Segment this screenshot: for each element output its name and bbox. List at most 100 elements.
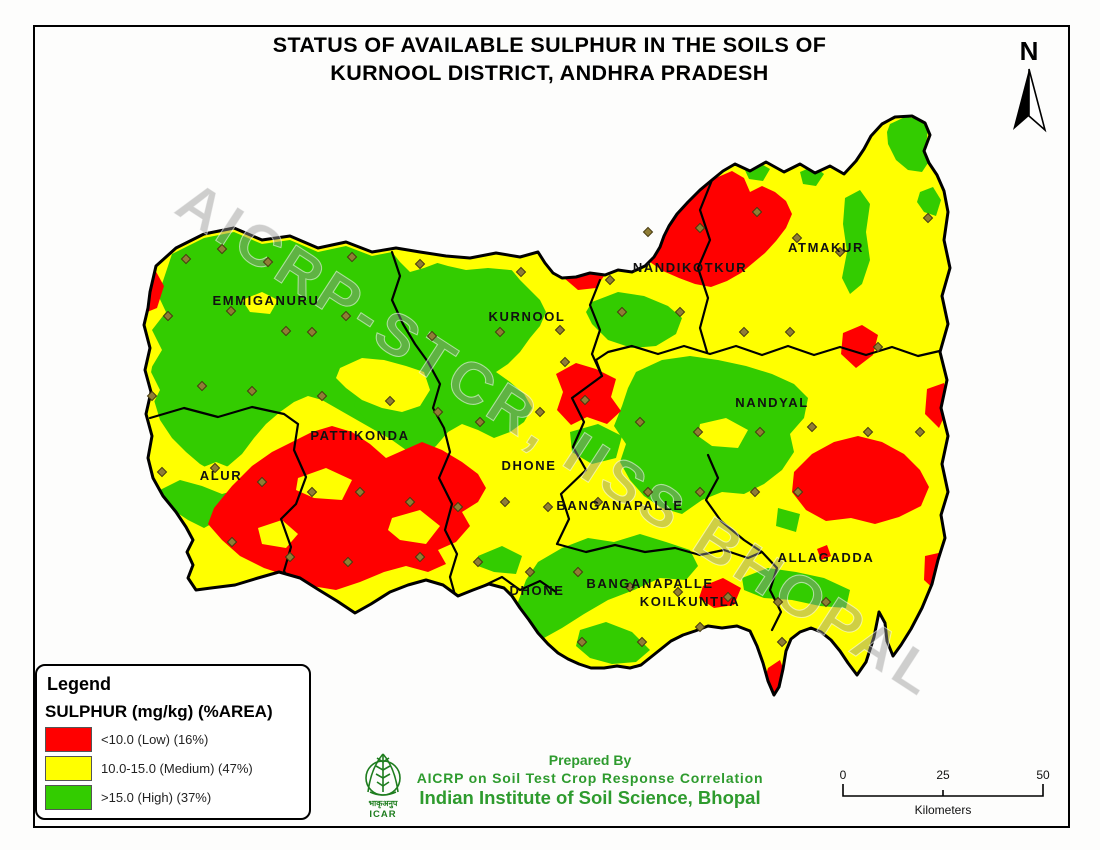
sample-point [474, 416, 486, 428]
icar-logo: भाकृअनुप ICAR [365, 753, 401, 820]
sample-point [694, 222, 706, 234]
sample-point [674, 306, 686, 318]
sample-point [216, 243, 228, 255]
legend-label-high: >15.0 (High) (37%) [101, 790, 212, 805]
sample-point [624, 581, 636, 593]
sample-point [246, 385, 258, 397]
region-label-dhone: DHONE [510, 583, 565, 598]
sample-point [342, 556, 354, 568]
sample-point [340, 310, 352, 322]
sample-point [225, 305, 237, 317]
sample-point [579, 394, 591, 406]
region-label-atmakur: ATMAKUR [788, 240, 864, 255]
sample-point [534, 406, 546, 418]
title-line-2: KURNOOL DISTRICT, ANDHRA PRADESH [330, 60, 769, 85]
sample-point [792, 486, 804, 498]
sample-point [284, 551, 296, 563]
sample-point [146, 390, 158, 402]
sample-point [572, 566, 584, 578]
sample-point [262, 256, 274, 268]
credits-block: Prepared By AICRP on Soil Test Crop Resp… [405, 752, 775, 809]
legend-swatch-medium [45, 756, 92, 781]
sample-point [634, 416, 646, 428]
sample-point [820, 596, 832, 608]
legend-label-low: <10.0 (Low) (16%) [101, 732, 209, 747]
legend-label-medium: 10.0-15.0 (Medium) (47%) [101, 761, 253, 776]
sample-point [749, 486, 761, 498]
map-title: STATUS OF AVAILABLE SULPHUR IN THE SOILS… [33, 32, 1066, 88]
north-arrow: N [1013, 36, 1047, 133]
sample-point [432, 406, 444, 418]
region-label-alur: ALUR [200, 468, 243, 483]
region-label-emmiganuru: EMMIGANURU [213, 293, 320, 308]
sample-point [559, 356, 571, 368]
title-line-1: STATUS OF AVAILABLE SULPHUR IN THE SOILS… [272, 33, 827, 57]
sample-point [776, 636, 788, 648]
sample-point [738, 326, 750, 338]
legend-row-low: <10.0 (Low) (16%) [45, 727, 309, 752]
icar-acronym-label: ICAR [369, 809, 396, 820]
sample-point [604, 274, 616, 286]
region-label-dhone: DHONE [502, 458, 557, 473]
sample-point [806, 421, 818, 433]
sample-point [642, 226, 654, 238]
north-arrow-right-half [1028, 68, 1047, 133]
sample-point [754, 426, 766, 438]
sample-point [722, 591, 734, 603]
sample-point [672, 586, 684, 598]
mandal-boundaries [148, 178, 946, 632]
sample-point [791, 232, 803, 244]
scale-bar: 0 25 50 Kilometers [840, 768, 1050, 817]
org-line-2: Indian Institute of Soil Science, Bhopal [419, 787, 761, 808]
region-labels: EMMIGANURU KURNOOL NANDIKOTKUR ATMAKUR NANDY… [200, 240, 873, 609]
scale-tick-0: 0 [840, 768, 847, 782]
legend-row-high: >15.0 (High) (37%) [45, 785, 309, 810]
sample-point [226, 536, 238, 548]
sample-point [592, 496, 604, 508]
sample-point [384, 395, 396, 407]
region-label-nandikotkur: NANDIKOTKUR [633, 260, 747, 275]
scale-bar-line [842, 784, 1044, 797]
legend-subheading: SULPHUR (mg/kg) (%AREA) [45, 702, 273, 721]
sample-point [414, 551, 426, 563]
scale-tick-25: 25 [936, 768, 950, 782]
sample-point [922, 212, 934, 224]
region-label-banganapalle: BANGANAPALLE [586, 576, 713, 591]
soil-sample-points [146, 206, 934, 648]
sample-point [404, 496, 416, 508]
sample-point [914, 426, 926, 438]
sample-point [280, 325, 292, 337]
sample-point [494, 326, 506, 338]
sample-point [162, 310, 174, 322]
sample-point [209, 462, 221, 474]
sample-point [346, 251, 358, 263]
sample-point [616, 306, 628, 318]
district-outline [142, 114, 952, 697]
sample-point [862, 426, 874, 438]
region-label-kurnool: KURNOOL [489, 309, 566, 324]
north-arrow-label: N [1020, 36, 1039, 66]
region-label-banganapalle: BANGANAPALLE [556, 498, 683, 513]
sample-point [354, 486, 366, 498]
sample-point [316, 390, 328, 402]
sample-point [472, 556, 484, 568]
sample-point [426, 330, 438, 342]
sample-point [515, 266, 527, 278]
sample-point [306, 486, 318, 498]
north-arrow-left-half [1013, 69, 1029, 130]
sample-point [692, 426, 704, 438]
icar-hindi-label: भाकृअनुप [369, 799, 398, 809]
sample-point [524, 566, 536, 578]
legend-swatch-low [45, 727, 92, 752]
legend-box: Legend SULPHUR (mg/kg) (%AREA) <10.0 (Lo… [35, 664, 311, 820]
sample-point [772, 596, 784, 608]
sample-point [694, 621, 706, 633]
sample-point [542, 501, 554, 513]
scale-unit-label: Kilometers [915, 803, 972, 817]
sample-point [751, 206, 763, 218]
map-frame-border [33, 25, 1070, 828]
sample-point [834, 246, 846, 258]
sample-point [256, 476, 268, 488]
